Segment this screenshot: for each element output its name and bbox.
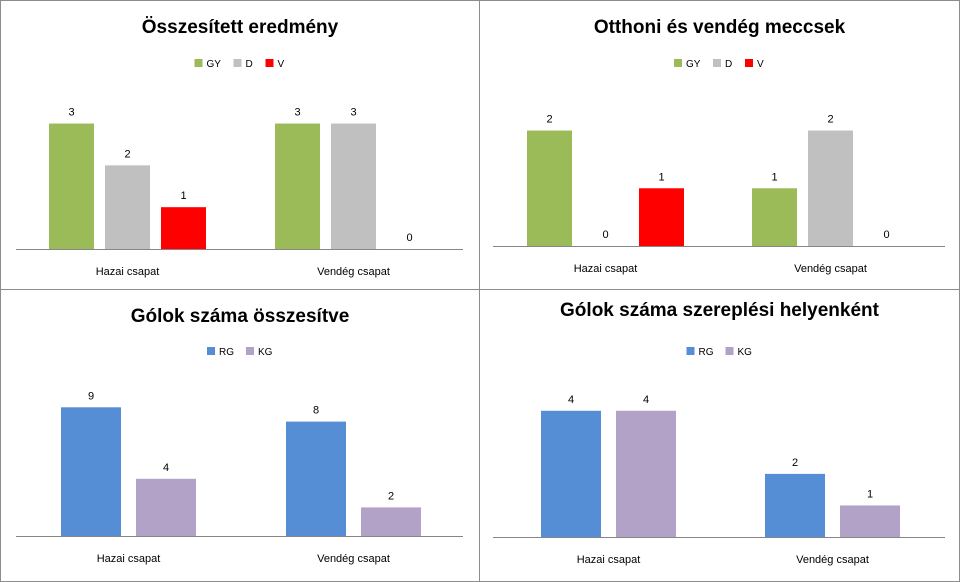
- bar: [331, 123, 376, 249]
- legend-swatch: [686, 347, 695, 355]
- legend-swatch: [674, 59, 682, 67]
- legend-label: D: [725, 59, 732, 70]
- category-label: Vendég csapat: [794, 263, 867, 275]
- category-label: Vendég csapat: [796, 554, 869, 566]
- bar: [541, 410, 601, 537]
- chart-goals-by-venue: Gólok száma szereplési helyenként RG KG 4 4 H…: [493, 300, 945, 566]
- legend-swatch: [194, 59, 203, 67]
- bar: [136, 478, 196, 536]
- legend-swatch: [207, 347, 215, 355]
- data-label: 2: [124, 148, 130, 160]
- legend-label: GY: [207, 59, 222, 70]
- legend-swatch: [713, 59, 721, 67]
- category-label: Vendég csapat: [317, 266, 390, 278]
- category-label: Hazai csapat: [97, 553, 161, 565]
- legend-label: RG: [219, 347, 234, 358]
- chart-panel-overall-result: Összesített eredmény GY D V 3 2 1 Hazai csapat 3…: [0, 0, 480, 290]
- legend-label: KG: [738, 347, 753, 358]
- data-label: 4: [163, 462, 169, 474]
- bar: [765, 473, 825, 537]
- bar: [840, 505, 900, 537]
- chart-overall-result: Összesített eredmény GY D V 3 2 1 Hazai csapat 3…: [16, 17, 463, 278]
- legend: RG KG: [686, 347, 753, 358]
- bar: [49, 123, 94, 249]
- data-label: 0: [406, 232, 412, 244]
- bar: [361, 507, 421, 536]
- legend-swatch: [265, 59, 274, 67]
- data-label: 3: [68, 107, 74, 119]
- legend-swatch: [233, 59, 242, 67]
- bar: [105, 165, 150, 249]
- category-label: Hazai csapat: [96, 266, 160, 278]
- legend-label: RG: [699, 347, 714, 358]
- chart-title: Otthoni és vendég meccsek: [594, 17, 846, 38]
- category-label: Vendég csapat: [317, 553, 390, 565]
- data-label: 2: [827, 114, 833, 126]
- bar: [527, 130, 572, 246]
- chart-panel-home-away-matches: Otthoni és vendég meccsek GY D V 2 0 1 Hazai cs…: [479, 0, 960, 290]
- bar: [275, 123, 320, 249]
- legend: GY D V: [194, 59, 285, 70]
- data-label: 0: [883, 229, 889, 241]
- legend: RG KG: [207, 347, 273, 358]
- bar: [161, 207, 206, 249]
- bar: [286, 421, 346, 536]
- chart-home-away-matches: Otthoni és vendég meccsek GY D V 2 0 1 Hazai cs…: [493, 17, 945, 275]
- chart-panel-goals-total: Gólok száma összesítve RG KG 9 4 Hazai csapat…: [0, 289, 480, 582]
- legend-label: D: [246, 59, 253, 70]
- data-label: 2: [388, 490, 394, 502]
- bar: [752, 188, 797, 246]
- data-label: 1: [180, 190, 186, 202]
- legend-swatch: [725, 347, 734, 355]
- legend-label: V: [278, 59, 285, 70]
- data-label: 1: [867, 488, 873, 500]
- data-label: 2: [546, 114, 552, 126]
- bar: [616, 410, 676, 537]
- data-label: 4: [568, 394, 574, 406]
- bar: [808, 130, 853, 246]
- category-label: Hazai csapat: [574, 263, 638, 275]
- data-label: 3: [294, 107, 300, 119]
- chart-goals-total: Gólok száma összesítve RG KG 9 4 Hazai csapat…: [16, 306, 463, 565]
- data-label: 1: [658, 171, 664, 183]
- chart-title: Gólok száma szereplési helyenként: [560, 300, 880, 321]
- chart-title: Összesített eredmény: [142, 17, 339, 38]
- chart-title: Gólok száma összesítve: [131, 306, 350, 327]
- data-label: 3: [350, 107, 356, 119]
- data-label: 2: [792, 457, 798, 469]
- category-label: Hazai csapat: [577, 554, 641, 566]
- data-label: 4: [643, 394, 649, 406]
- bar: [61, 407, 121, 536]
- legend-swatch: [745, 59, 753, 67]
- data-label: 9: [88, 390, 94, 402]
- legend: GY D V: [674, 59, 764, 70]
- data-label: 0: [602, 229, 608, 241]
- legend-swatch: [246, 347, 254, 355]
- legend-label: KG: [258, 347, 273, 358]
- chart-panel-goals-by-venue: Gólok száma szereplési helyenként RG KG 4 4 H…: [479, 289, 960, 582]
- legend-label: V: [757, 59, 764, 70]
- bar: [639, 188, 684, 246]
- data-label: 1: [771, 171, 777, 183]
- data-label: 8: [313, 405, 319, 417]
- legend-label: GY: [686, 59, 701, 70]
